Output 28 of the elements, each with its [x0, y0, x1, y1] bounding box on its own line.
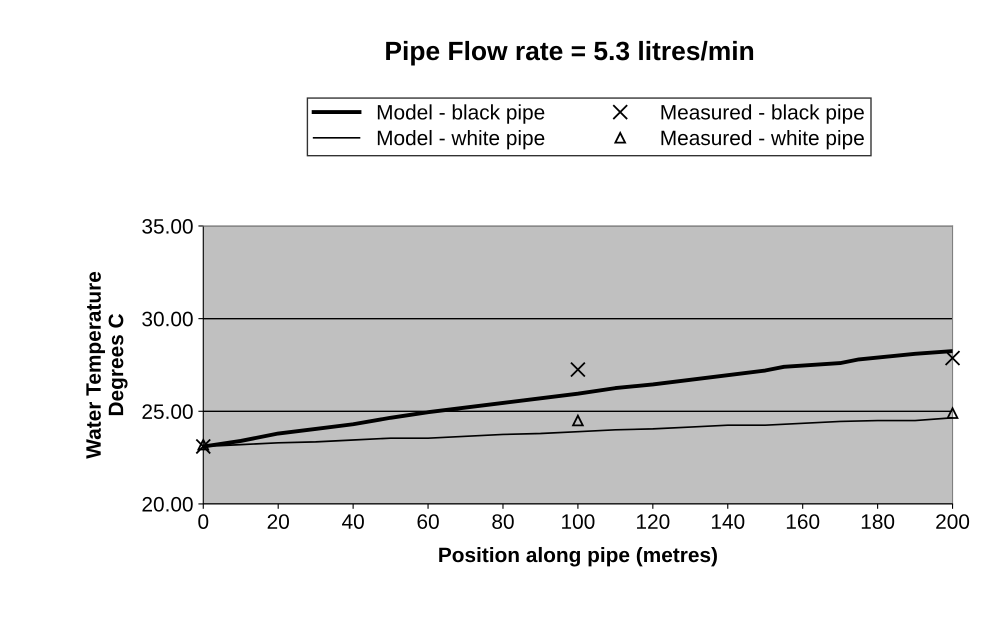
- legend-label: Model - black pipe: [378, 104, 544, 124]
- x-tick-label: 100: [562, 514, 594, 529]
- x-tick-label: 200: [936, 514, 970, 529]
- x-tick-label: 80: [492, 514, 514, 529]
- y-tick-label: 25.00: [142, 404, 193, 420]
- chart-title: Pipe Flow rate = 5.3 litres/min: [386, 40, 754, 66]
- x-tick-label: 160: [786, 514, 820, 529]
- y-tick-label: 20.00: [142, 496, 193, 512]
- x-tick-label: 60: [418, 514, 439, 529]
- x-tick-label: 0: [198, 514, 208, 529]
- point: [198, 438, 210, 450]
- point: [946, 407, 958, 419]
- x-tick-label: 40: [342, 514, 364, 529]
- legend-label: Measured - black pipe: [662, 104, 864, 124]
- x-tick-label: 120: [637, 514, 670, 529]
- x-axis-title: Position along pipe (metres): [439, 546, 717, 566]
- y-axis-title: Water Temperature Degrees C: [86, 272, 128, 459]
- point: [944, 350, 960, 366]
- x-tick-label: 20: [268, 514, 289, 529]
- point: [572, 414, 584, 426]
- x-tick-label: 140: [712, 514, 744, 529]
- point: [570, 362, 586, 378]
- point: [195, 438, 212, 454]
- y-tick-label: 30.00: [142, 312, 193, 326]
- y-tick-label: 35.00: [142, 218, 193, 234]
- x-tick-label: 180: [862, 514, 894, 529]
- legend-label: Measured - white pipe: [662, 130, 864, 150]
- legend-label: Model - white pipe: [378, 130, 544, 150]
